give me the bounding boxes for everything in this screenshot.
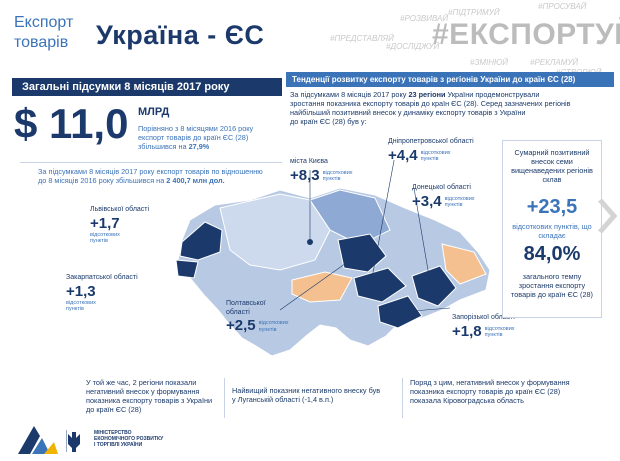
sidebox-percent: 84,0%: [523, 243, 581, 265]
region-value-row: +8,3 відсоткових пунктів: [290, 167, 370, 184]
tag-item: #ЗМІНЮЙ: [470, 58, 508, 67]
sidebox-value: +23,5: [526, 196, 578, 218]
ministry-name: МІНІСТЕРСТВО ЕКОНОМІЧНОГО РОЗВИТКУ І ТОР…: [94, 430, 184, 448]
trend-line: зростання показника експорту товарів до …: [290, 99, 571, 108]
trend-suffix: України продемонстрували: [445, 90, 540, 99]
trend-line: до країн ЄС (28) був у:: [290, 117, 367, 126]
export-amount-unit: МЛРД: [138, 106, 170, 118]
chevron-right-icon[interactable]: [596, 196, 618, 236]
region-value: +2,5: [226, 317, 256, 334]
ministry-line: МІНІСТЕРСТВО: [94, 430, 132, 436]
summary-text: За підсумками 8 місяців 2017 року експор…: [38, 167, 278, 185]
comparison-line: експорт товарів до країн ЄС (28): [138, 133, 249, 142]
region-unit: відсоткових пунктів: [484, 325, 515, 339]
export-amount: $ 11,0: [14, 100, 129, 147]
map-mid-zone: [309, 189, 391, 246]
page-title: Україна - ЄС: [96, 20, 265, 50]
trend-line: За підсумками 8 місяців 2017 року 23 рег…: [290, 90, 612, 99]
ministry-line: ЕКОНОМІЧНОГО РОЗВИТКУ: [94, 436, 164, 442]
negative-regions-text: У той же час, 2 регіони показали негатив…: [86, 378, 213, 414]
map-luhansk-region: [441, 243, 487, 285]
region-poltava: Полтавської області +2,5 відсоткових пун…: [226, 300, 295, 334]
map-dnipro-region: [353, 267, 407, 303]
region-unit: відсоткових пунктів: [444, 195, 475, 209]
region-value-row: +3,4 відсоткових пунктів: [412, 193, 492, 210]
region-name: Полтавської області: [226, 300, 266, 316]
luhansk-note: Найвищий показник негативного внеску був…: [232, 386, 381, 404]
hashtag-export: #ЕКСПОРТУЙ: [432, 18, 620, 51]
region-value-row: +1,8 відсоткових пунктів: [452, 323, 532, 340]
ministry-line: І ТОРГІВЛІ УКРАЇНИ: [94, 442, 143, 448]
comparison-line: Порівняно з 8 місяцями 2016 року: [138, 124, 254, 133]
map-kirovohrad-region: [291, 271, 353, 303]
summary-sidebox: [502, 140, 602, 318]
region-unit: відсоткових пунктів: [66, 299, 96, 313]
region-lviv: Львівської області +1,7 відсоткових пунк…: [90, 206, 150, 245]
trend-text: За підсумками 8 місяців 2017 року 23 рег…: [290, 90, 612, 126]
kirovohrad-note: Поряд з цим, негативний внесок у формува…: [410, 378, 570, 405]
map-lviv-region: [179, 221, 223, 261]
ministry-logo: [18, 426, 80, 454]
region-value: +8,3: [290, 166, 320, 184]
comparison-prefix: збільшився на: [138, 142, 189, 151]
map-zakarpattia-region: [175, 259, 199, 279]
sidebox-tail: загального темпу зростання експорту това…: [510, 272, 593, 299]
region-value: +1,7: [90, 214, 120, 232]
header-goods-label: товарів: [14, 34, 69, 51]
header-export-label: Експорт: [14, 14, 74, 31]
tag-item: #ПІДТРИМУЙ: [448, 8, 500, 17]
map-donetsk-region: [411, 265, 457, 307]
region-zaporizhzhia: Запорізької області +1,8 відсоткових пун…: [452, 314, 532, 340]
region-value: +1,3: [66, 282, 96, 300]
summary-banner: Загальні підсумки 8 місяців 2017 року: [12, 78, 282, 96]
donetsk-leader-line: [413, 187, 431, 283]
summary-line: до 8 місяців 2016 року збільшився на 2 4…: [38, 176, 278, 185]
sidebox-units: відсоткових пунктів, що складає: [512, 222, 592, 240]
region-name: Донецької області: [412, 184, 471, 191]
divider: [224, 378, 225, 418]
region-value: +3,4: [412, 192, 442, 210]
region-name: міста Києва: [290, 158, 328, 165]
map-poltava-region: [337, 233, 387, 273]
region-zakarpattia: Закарпатської області +1,3 відсоткових п…: [66, 274, 142, 313]
region-value: +4,4: [388, 146, 418, 164]
region-value: +1,8: [452, 322, 482, 340]
region-name: Закарпатської області: [66, 274, 138, 281]
zaporizhzhia-leader-line: [399, 307, 451, 313]
tag-item: #РЕКЛАМУЙ: [530, 58, 579, 67]
region-name: Львівської області: [90, 206, 150, 213]
divider: [20, 162, 282, 163]
trend-line: найбільший позитивний внесок у динаміку …: [290, 108, 526, 117]
tag-item: #РОЗВИВАЙ: [400, 14, 449, 23]
summary-line: За підсумками 8 місяців 2017 року експор…: [38, 167, 263, 176]
summary-prefix: до 8 місяців 2016 року збільшився на: [38, 176, 167, 185]
region-unit: відсоткових пунктів: [420, 149, 451, 163]
region-value-row: +2,5 відсоткових пунктів: [226, 317, 295, 334]
region-value-row: +4,4 відсоткових пунктів: [388, 147, 488, 164]
region-unit: відсоткових пунктів: [90, 231, 120, 245]
tag-item: #ПРОСУВАЙ: [538, 2, 587, 11]
trend-prefix: За підсумками 8 місяців 2017 року: [290, 90, 409, 99]
ukraine-map: [175, 160, 491, 357]
dnipro-leader-line: [371, 160, 395, 279]
comparison-percent: 27,9%: [188, 142, 210, 151]
poltava-leader-line: [279, 255, 357, 311]
region-name: Запорізької області: [452, 314, 515, 321]
region-dnipro: Дніпропетровської області +4,4 відсотков…: [388, 138, 488, 164]
trends-banner: Тенденції розвитку експорту товарів з ре…: [286, 72, 614, 87]
comparison-line: збільшився на 27,9%: [138, 142, 278, 151]
summary-amount: 2 400,7 млн дол.: [166, 176, 225, 185]
region-name: Дніпропетровської області: [388, 138, 474, 145]
tag-item: #ДОСЛІДЖУЙ: [386, 42, 440, 51]
divider: [402, 378, 403, 418]
tag-item: #ПРЕДСТАВЛЯЙ: [330, 34, 394, 43]
map-light-zone: [219, 193, 331, 271]
region-kyiv-city: міста Києва +8,3 відсоткових пунктів: [290, 158, 370, 184]
sidebox-label: Сумарний позитивний внесок семи вищенаве…: [511, 148, 593, 184]
region-donetsk: Донецької області +3,4 відсоткових пункт…: [412, 184, 492, 210]
region-unit: відсоткових пунктів: [258, 320, 289, 333]
trend-regions-count: 23 регіони: [408, 90, 446, 99]
region-unit: відсоткових пунктів: [322, 169, 353, 183]
comparison-text: Порівняно з 8 місяцями 2016 року експорт…: [138, 124, 278, 151]
